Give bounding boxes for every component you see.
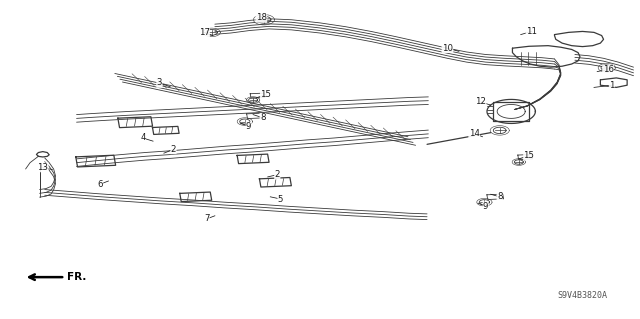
Text: 15: 15 <box>260 90 271 99</box>
Text: 7: 7 <box>204 214 209 223</box>
Text: 6: 6 <box>97 180 103 189</box>
Text: 9: 9 <box>483 202 488 211</box>
Text: 5: 5 <box>278 195 284 204</box>
Text: 1: 1 <box>609 81 614 90</box>
Text: 4: 4 <box>140 133 146 143</box>
Text: S9V4B3820A: S9V4B3820A <box>557 291 607 300</box>
Text: 17: 17 <box>198 28 209 37</box>
Text: 2: 2 <box>275 170 280 179</box>
Text: 10: 10 <box>442 44 453 53</box>
Text: 13: 13 <box>37 163 48 172</box>
Text: 11: 11 <box>526 27 537 36</box>
Text: 16: 16 <box>602 65 614 74</box>
Text: 8: 8 <box>497 192 502 201</box>
Text: 8: 8 <box>260 113 266 122</box>
Text: FR.: FR. <box>67 272 86 282</box>
Text: 9: 9 <box>246 122 252 131</box>
Text: 14: 14 <box>468 129 480 138</box>
Text: 3: 3 <box>157 78 162 87</box>
Text: 2: 2 <box>171 145 176 154</box>
Text: 18: 18 <box>256 13 267 22</box>
Text: 12: 12 <box>475 97 486 107</box>
Text: 15: 15 <box>524 151 534 160</box>
